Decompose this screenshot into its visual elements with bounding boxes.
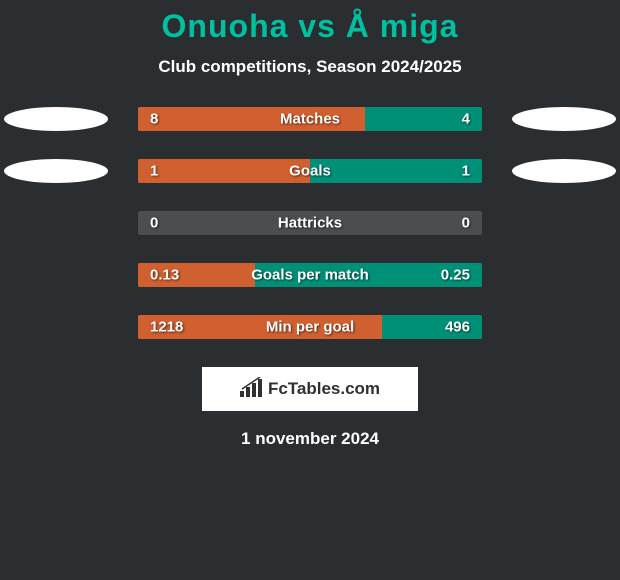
stat-value-right: 0.25 [441, 267, 470, 284]
comparison-container: Onuoha vs Å miga Club competitions, Seas… [0, 0, 620, 449]
stat-value-right: 1 [462, 163, 470, 180]
stat-row: 8 4 Matches [0, 107, 620, 131]
player-right-avatar [512, 107, 616, 131]
stat-label: Matches [280, 111, 340, 128]
chart-icon [240, 377, 262, 402]
stat-row: 1 1 Goals [0, 159, 620, 183]
stat-bar: 1218 496 Min per goal [138, 315, 482, 339]
stat-label: Hattricks [278, 215, 342, 232]
player-left-avatar [4, 107, 108, 131]
stat-value-left: 0.13 [150, 267, 179, 284]
stat-value-left: 1 [150, 163, 158, 180]
player-left-avatar [4, 159, 108, 183]
stat-row: 1218 496 Min per goal [0, 315, 620, 339]
player-right-avatar [512, 159, 616, 183]
stat-value-left: 1218 [150, 319, 183, 336]
stat-bar: 0.13 0.25 Goals per match [138, 263, 482, 287]
stat-label: Goals per match [251, 267, 369, 284]
stat-label: Goals [289, 163, 331, 180]
bar-left [138, 159, 310, 183]
brand-box[interactable]: FcTables.com [202, 367, 418, 411]
stat-value-right: 496 [445, 319, 470, 336]
stat-value-left: 8 [150, 111, 158, 128]
stat-value-right: 0 [462, 215, 470, 232]
stats-area: 8 4 Matches 1 1 Goals 0 0 Hattricks 0.13 0.25 Goals… [0, 107, 620, 339]
stat-bar: 1 1 Goals [138, 159, 482, 183]
stat-bar: 8 4 Matches [138, 107, 482, 131]
stat-label: Min per goal [266, 319, 354, 336]
stat-value-right: 4 [462, 111, 470, 128]
stat-bar: 0 0 Hattricks [138, 211, 482, 235]
page-title: Onuoha vs Å miga [0, 8, 620, 45]
subtitle: Club competitions, Season 2024/2025 [0, 57, 620, 77]
stat-value-left: 0 [150, 215, 158, 232]
stat-row: 0 0 Hattricks [0, 211, 620, 235]
brand-text: FcTables.com [268, 379, 380, 399]
stat-row: 0.13 0.25 Goals per match [0, 263, 620, 287]
bar-right [310, 159, 482, 183]
date-text: 1 november 2024 [0, 429, 620, 449]
